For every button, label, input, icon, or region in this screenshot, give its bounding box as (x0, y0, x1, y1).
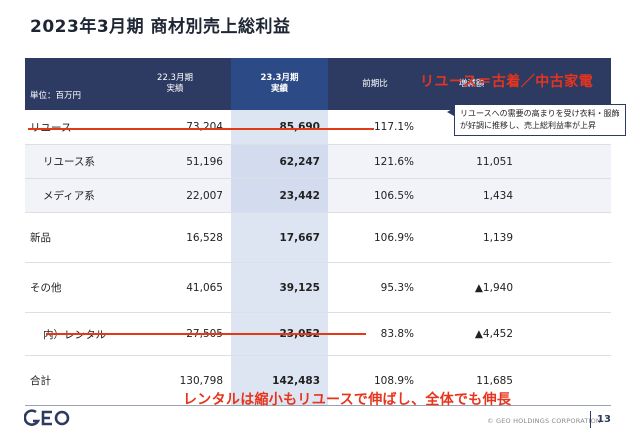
row-spacer (521, 144, 611, 179)
table-row-reuse-kei: リユース系 51,196 62,247 121.6% 11,051 (25, 144, 611, 179)
row-diff: ▲1,940 (422, 262, 521, 313)
geo-logo-icon (24, 409, 70, 426)
table-row-other: その他 41,065 39,125 95.3% ▲1,940 (25, 262, 611, 313)
row-diff: 1,139 (422, 212, 521, 263)
row-spacer (521, 262, 611, 313)
row-label: その他 (25, 262, 119, 313)
bottom-message: レンタルは縮小もリユースで伸ばし、全体でも伸長 (183, 392, 512, 408)
table-row-new: 新品 16,528 17,667 106.9% 1,139 (25, 212, 611, 263)
reuse-definition-callout: リユース＝古着／中古家電 (420, 74, 594, 90)
rental-underline (46, 333, 366, 335)
row-ratio: 121.6% (328, 144, 422, 179)
row-ratio: 108.9% (328, 355, 422, 406)
row-ratio: 106.5% (328, 178, 422, 213)
row-label: メディア系 (25, 178, 119, 213)
header-prev-line2: 実績 (166, 84, 184, 94)
page-number-separator (590, 411, 591, 428)
row-diff: ▲4,452 (422, 312, 521, 356)
row-spacer (521, 212, 611, 263)
row-cur-value: 39,125 (231, 262, 328, 313)
row-prev-value: 51,196 (119, 144, 231, 179)
row-prev-value: 16,528 (119, 212, 231, 263)
gross-profit-table: 単位：百万円 22.3月期 実績 23.3月期 実績 前期比 増減額 リユース … (25, 58, 611, 406)
row-cur-value: 62,247 (231, 144, 328, 179)
row-diff: 1,434 (422, 178, 521, 213)
copyright-text: © GEO HOLDINGS CORPORATION (487, 417, 601, 425)
row-label: 新品 (25, 212, 119, 263)
row-spacer (521, 355, 611, 406)
gross-profit-table-wrap: 単位：百万円 22.3月期 実績 23.3月期 実績 前期比 増減額 リユース … (25, 58, 611, 406)
header-diff: 増減額 (422, 58, 521, 110)
row-label: リユース (25, 110, 119, 145)
row-cur-value: 85,690 (231, 110, 328, 145)
header-prev-line1: 22.3月期 (157, 73, 193, 83)
table-row-media-kei: メディア系 22,007 23,442 106.5% 1,434 (25, 178, 611, 213)
table-row-total: 合計 130,798 142,483 108.9% 11,685 (25, 355, 611, 406)
row-cur-value: 23,442 (231, 178, 328, 213)
row-prev-value: 130,798 (119, 355, 231, 406)
header-prev-year: 22.3月期 実績 (119, 58, 231, 110)
row-label: リユース系 (25, 144, 119, 179)
row-cur-value: 17,667 (231, 212, 328, 263)
header-ratio: 前期比 (328, 58, 422, 110)
row-ratio: 117.1% (328, 110, 422, 145)
row-prev-value: 41,065 (119, 262, 231, 313)
header-unit: 単位：百万円 (25, 58, 119, 110)
callout-pointer (447, 108, 454, 116)
header-cur-line2: 実績 (270, 84, 288, 94)
row-spacer (521, 178, 611, 213)
row-ratio: 95.3% (328, 262, 422, 313)
header-spacer (521, 58, 611, 110)
row-prev-value: 22,007 (119, 178, 231, 213)
row-diff: 11,051 (422, 144, 521, 179)
reuse-comment-box: リユースへの需要の高まりを受け衣料・服飾が好調に推移し、売上総利益率が上昇 (454, 104, 626, 136)
row-diff: 11,685 (422, 355, 521, 406)
row-cur-value: 142,483 (231, 355, 328, 406)
row-ratio: 106.9% (328, 212, 422, 263)
header-current-year: 23.3月期 実績 (231, 58, 328, 110)
slide-title: 2023年3月期 商材別売上総利益 (30, 17, 291, 37)
table-header-row: 単位：百万円 22.3月期 実績 23.3月期 実績 前期比 増減額 (25, 58, 611, 110)
row-prev-value: 73,204 (119, 110, 231, 145)
header-cur-line1: 23.3月期 (260, 73, 299, 83)
row-label: 合計 (25, 355, 119, 406)
page-number: 13 (597, 414, 611, 425)
reuse-underline (28, 128, 374, 130)
row-spacer (521, 312, 611, 356)
